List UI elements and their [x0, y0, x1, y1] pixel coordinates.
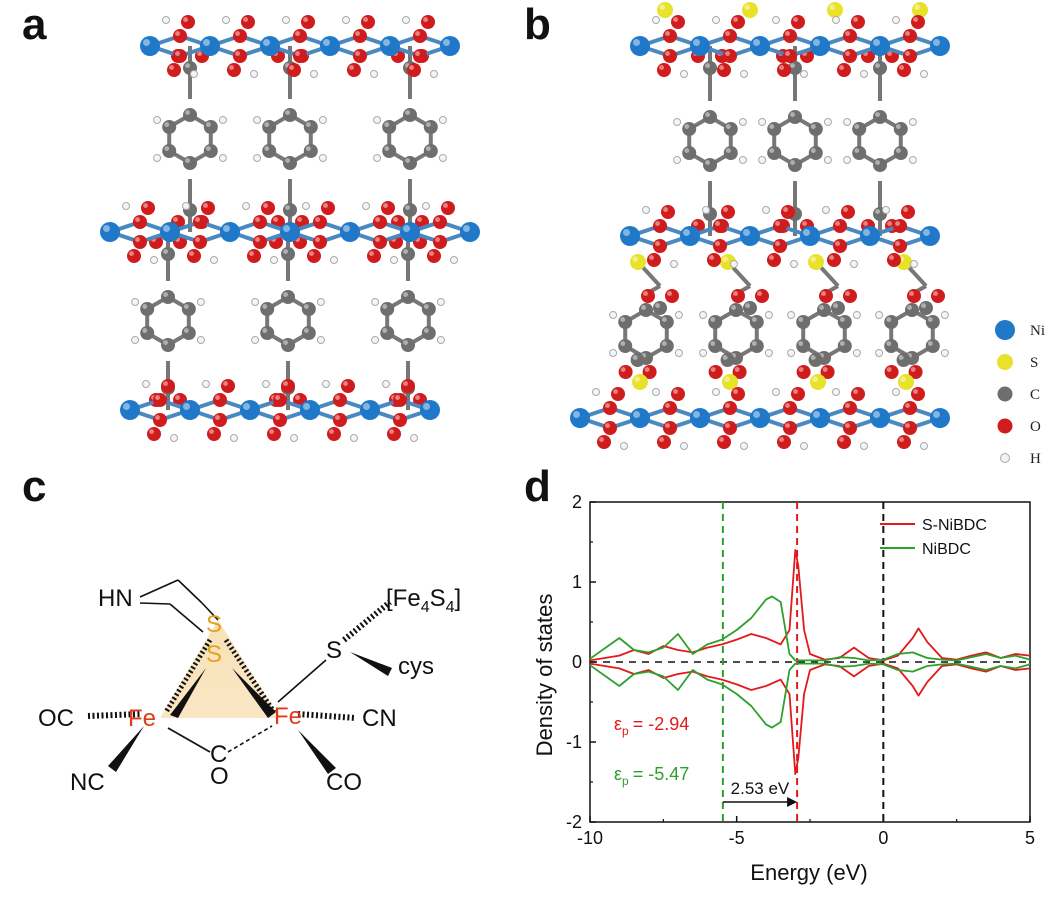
s-top-label: S: [206, 611, 222, 638]
dos-chart: Density of states Energy (eV) -10 -5 0 5-2-…: [532, 492, 1035, 885]
s-cys-label: S: [326, 637, 342, 664]
svg-text:Ni: Ni: [1030, 323, 1045, 339]
fe-right-label: Fe: [274, 703, 302, 730]
s-nibdc-structure-image: [570, 2, 950, 450]
panel-label-c: c: [22, 462, 47, 511]
y-tick-label: 0: [572, 652, 582, 672]
panel-label-b: b: [524, 0, 551, 49]
legend-h: H: [1000, 451, 1041, 467]
hydrogenase-active-site-diagram: HN S S Fe Fe [Fe4S4] S cys OC NC CN CO C…: [38, 579, 461, 796]
y-tick-label: 1: [572, 572, 582, 592]
hn-label: HN: [98, 585, 133, 612]
svg-text:O: O: [1030, 419, 1041, 435]
bridge-o-label: O: [210, 763, 229, 790]
eps-p-s-nibdc-label: εp = -2.94: [614, 714, 689, 738]
panel-label-d: d: [524, 462, 551, 511]
series-line-nibdc-down: [589, 662, 1031, 729]
series-line-nibdc-up: [589, 595, 1031, 662]
co-label: CO: [326, 769, 362, 796]
y-tick-label: 2: [572, 492, 582, 512]
fe-left-label: Fe: [128, 705, 156, 732]
legend-ni: Ni: [995, 320, 1045, 340]
gap-arrow-head: [787, 797, 798, 807]
svg-text:H: H: [1030, 451, 1041, 467]
legend-s: S: [997, 354, 1038, 371]
hashed-bonds: [163, 638, 277, 714]
bridge-c-label: C: [210, 741, 227, 768]
atom-legend: Ni S C O H: [990, 316, 1060, 486]
oc-label: OC: [38, 705, 74, 732]
svg-text:S: S: [1030, 355, 1038, 371]
x-tick-label: -5: [729, 828, 745, 848]
y-axis-label: Density of states: [532, 594, 557, 757]
panel-label-a: a: [22, 0, 47, 49]
series-line-s-nibdc-down: [589, 662, 1031, 775]
nibdc-structure-image: [100, 15, 480, 442]
legend-entry: NiBDC: [922, 541, 971, 558]
svg-text:C: C: [1030, 387, 1040, 403]
legend-o: O: [997, 418, 1041, 435]
legend-entry: S-NiBDC: [922, 517, 987, 534]
cn-label: CN: [362, 705, 397, 732]
x-tick-label: 5: [1025, 828, 1035, 848]
x-tick-label: -10: [577, 828, 603, 848]
x-axis-label: Energy (eV): [750, 860, 867, 885]
s-bottom-label: S: [206, 641, 222, 668]
cys-label: cys: [398, 653, 434, 680]
nc-label: NC: [70, 769, 105, 796]
legend-c: C: [997, 386, 1040, 403]
gap-label: 2.53 eV: [731, 779, 790, 798]
fe4s4-label: [Fe4S4]: [386, 585, 461, 616]
eps-p-nibdc-label: εp = -5.47: [614, 764, 689, 788]
series-line-s-nibdc-up: [589, 549, 1031, 662]
y-tick-label: -2: [566, 812, 582, 832]
x-tick-label: 0: [878, 828, 888, 848]
y-tick-label: -1: [566, 732, 582, 752]
